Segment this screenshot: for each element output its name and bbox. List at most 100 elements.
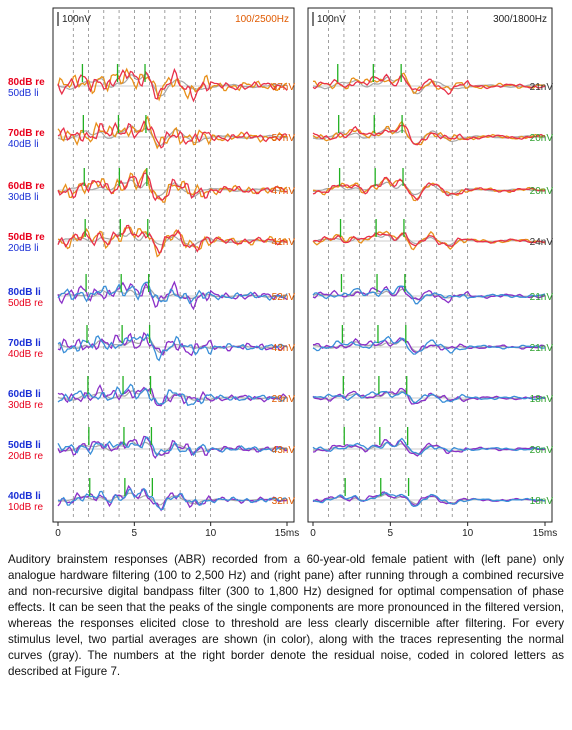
partial-average-trace-a [312,285,546,305]
partial-average-trace-b [312,337,546,354]
trace-row-8: 43nV [57,427,296,460]
row-label-secondary: 30dB re [8,400,43,411]
partial-average-trace-b [312,387,546,405]
trace-row-5: 21nV [312,274,554,305]
trace-row-9: 32nV [57,478,296,512]
trace-row-7: 29nV [57,376,296,407]
residual-noise-label: 43nV [272,445,296,456]
normal-curve-trace [57,179,288,198]
residual-noise-label: 57nV [272,133,296,144]
partial-average-trace-a [57,172,288,202]
trace-row-5: 52nV [57,274,296,311]
partial-average-trace-a [57,224,288,254]
trace-row-7: 18nV [312,376,554,405]
x-tick-label: 15ms [533,528,557,539]
partial-average-trace-a [57,383,288,407]
residual-noise-label: 21nV [530,292,554,303]
x-tick-label: 15ms [275,528,299,539]
partial-average-trace-a [312,73,546,96]
row-label-primary: 40dB li [8,491,41,502]
residual-noise-label: 41nV [272,237,296,248]
partial-average-trace-a [57,333,288,362]
partial-average-trace-a [312,492,546,507]
left-pane: 100nV 100/2500Hz 0 5 10 15ms 37nV 57nV 47nV 41nV 5… [52,7,299,539]
pane-frame [52,7,295,523]
trace-row-1: 37nV [57,64,296,103]
partial-average-trace-b [57,331,288,357]
trace-row-3: 47nV [57,168,295,203]
row-label-primary: 70dB li [8,338,41,349]
residual-noise-label: 37nV [272,82,296,93]
filter-label: 100/2500Hz [235,14,289,25]
row-label-primary: 70dB re [8,128,45,139]
partial-average-trace-a [312,437,545,456]
residual-noise-label: 43nV [272,343,296,354]
row-label-secondary: 20dB li [8,243,39,254]
row-label-secondary: 20dB re [8,451,43,462]
figure-caption: Auditory brainstem responses (ABR) recor… [8,553,564,678]
residual-noise-label: 20nV [530,186,554,197]
filter-label: 300/1800Hz [493,14,547,25]
residual-noise-label: 20nV [530,133,554,144]
partial-average-trace-b [57,383,288,407]
residual-noise-label: 29nV [272,394,296,405]
x-tick-label: 5 [132,528,138,539]
row-label-primary: 50dB re [8,232,45,243]
right-pane: 100nV 300/1800Hz 0 5 10 15ms 21nV 20nV 20nV 24nV 2… [307,7,557,539]
x-tick-label: 5 [388,528,394,539]
row-label-secondary: 40dB li [8,139,39,150]
partial-average-trace-a [312,335,546,355]
residual-noise-label: 18nV [530,394,554,405]
trace-row-2: 57nV [57,115,296,150]
row-label-secondary: 30dB li [8,192,39,203]
trace-row-3: 20nV [312,168,554,202]
partial-average-trace-a [57,67,288,103]
trace-row-2: 20nV [312,115,554,146]
row-label-secondary: 50dB re [8,298,43,309]
trace-row-4: 24nV [312,219,554,251]
normal-curve-trace [312,75,546,95]
partial-average-trace-a [57,436,288,457]
row-label-primary: 60dB li [8,389,41,400]
row-label-primary: 80dB li [8,287,41,298]
x-tick-label: 0 [55,528,61,539]
partial-average-trace-b [312,120,546,146]
residual-noise-label: 20nV [530,445,554,456]
partial-average-trace-b [312,439,546,457]
row-label-secondary: 40dB re [8,349,43,360]
trace-row-6: 43nV [57,325,296,362]
normal-curve-trace [57,286,287,302]
scale-label: 100nV [62,14,91,25]
row-label-secondary: 50dB li [8,88,39,99]
partial-average-trace-b [57,67,288,102]
partial-average-trace-a [312,231,546,247]
normal-curve-trace [312,234,546,246]
residual-noise-label: 18nV [530,496,554,507]
row-label-secondary: 10dB re [8,502,43,513]
partial-average-trace-b [312,285,546,304]
scale-label: 100nV [317,14,346,25]
residual-noise-label: 21nV [530,82,554,93]
trace-row-9: 18nV [312,478,554,507]
partial-average-trace-a [57,120,288,149]
normal-curve-trace [57,125,288,147]
pane-frame [307,7,553,523]
partial-average-trace-b [313,72,546,94]
residual-noise-label: 32nV [272,496,296,507]
normal-curve-trace [57,440,288,457]
row-label-primary: 80dB re [8,77,45,88]
row-label-primary: 60dB re [8,181,45,192]
residual-noise-label: 24nV [530,237,554,248]
residual-noise-label: 52nV [272,292,296,303]
partial-average-trace-a [57,487,288,511]
partial-average-trace-a [312,124,546,146]
trace-row-4: 41nV [57,219,296,258]
trace-row-8: 20nV [312,427,554,457]
partial-average-trace-a [312,176,546,201]
row-label-primary: 50dB li [8,440,41,451]
x-tick-label: 10 [205,528,217,539]
partial-average-trace-b [57,115,288,150]
trace-row-1: 21nV [312,64,554,96]
